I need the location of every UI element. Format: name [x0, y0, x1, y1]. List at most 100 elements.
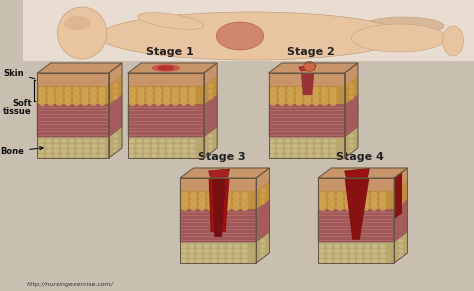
- Ellipse shape: [323, 145, 328, 148]
- Ellipse shape: [316, 139, 320, 143]
- Ellipse shape: [197, 249, 201, 253]
- Ellipse shape: [62, 155, 66, 157]
- Circle shape: [320, 198, 326, 205]
- Ellipse shape: [365, 260, 370, 262]
- Polygon shape: [128, 86, 204, 104]
- Circle shape: [138, 100, 144, 105]
- Polygon shape: [345, 95, 358, 137]
- Polygon shape: [209, 169, 229, 178]
- Ellipse shape: [100, 145, 104, 148]
- Circle shape: [371, 205, 377, 210]
- Ellipse shape: [39, 155, 44, 157]
- Polygon shape: [394, 232, 408, 263]
- Polygon shape: [394, 168, 408, 191]
- Ellipse shape: [204, 244, 209, 248]
- Circle shape: [380, 198, 385, 205]
- Polygon shape: [128, 137, 204, 158]
- Circle shape: [271, 88, 276, 93]
- Polygon shape: [394, 181, 408, 210]
- Circle shape: [242, 205, 247, 210]
- Ellipse shape: [39, 139, 44, 143]
- Ellipse shape: [113, 140, 117, 142]
- Ellipse shape: [335, 260, 339, 262]
- Circle shape: [242, 192, 247, 198]
- Circle shape: [65, 100, 71, 105]
- Circle shape: [305, 88, 310, 93]
- Circle shape: [363, 192, 368, 198]
- Ellipse shape: [152, 139, 157, 143]
- Circle shape: [91, 100, 96, 105]
- Ellipse shape: [69, 150, 74, 152]
- Ellipse shape: [278, 139, 283, 143]
- Circle shape: [56, 88, 62, 93]
- Ellipse shape: [285, 150, 290, 152]
- Polygon shape: [394, 199, 408, 242]
- Circle shape: [57, 7, 107, 59]
- Ellipse shape: [190, 155, 195, 157]
- Text: Stage 4: Stage 4: [336, 152, 384, 162]
- Polygon shape: [37, 104, 109, 137]
- Ellipse shape: [145, 155, 149, 157]
- Circle shape: [182, 205, 188, 210]
- Circle shape: [349, 95, 353, 100]
- Ellipse shape: [39, 150, 44, 152]
- Ellipse shape: [270, 139, 275, 143]
- Circle shape: [305, 100, 310, 105]
- Ellipse shape: [145, 150, 149, 152]
- Ellipse shape: [342, 249, 347, 253]
- Circle shape: [73, 100, 79, 105]
- Ellipse shape: [69, 145, 74, 148]
- Ellipse shape: [350, 255, 355, 258]
- Polygon shape: [256, 168, 270, 191]
- Ellipse shape: [327, 255, 332, 258]
- Polygon shape: [318, 210, 394, 242]
- Ellipse shape: [342, 255, 347, 258]
- Circle shape: [328, 198, 334, 205]
- Ellipse shape: [349, 145, 353, 147]
- Circle shape: [322, 100, 328, 105]
- Circle shape: [99, 100, 105, 105]
- Polygon shape: [256, 181, 270, 210]
- Ellipse shape: [77, 155, 82, 157]
- Circle shape: [82, 100, 88, 105]
- Ellipse shape: [84, 150, 89, 152]
- Circle shape: [99, 88, 105, 93]
- Circle shape: [330, 100, 336, 105]
- Polygon shape: [37, 86, 109, 104]
- Ellipse shape: [301, 155, 305, 157]
- Polygon shape: [269, 63, 358, 73]
- Ellipse shape: [219, 249, 224, 253]
- Circle shape: [380, 205, 385, 210]
- Circle shape: [330, 88, 336, 93]
- Ellipse shape: [92, 155, 97, 157]
- Circle shape: [82, 93, 88, 100]
- Text: Bone: Bone: [0, 147, 43, 156]
- Circle shape: [190, 93, 195, 100]
- Circle shape: [363, 205, 368, 210]
- Ellipse shape: [99, 12, 403, 60]
- Polygon shape: [269, 86, 345, 104]
- Circle shape: [39, 100, 45, 105]
- Ellipse shape: [319, 249, 324, 253]
- Ellipse shape: [182, 150, 187, 152]
- Circle shape: [39, 88, 45, 93]
- Circle shape: [354, 198, 360, 205]
- Polygon shape: [180, 210, 256, 242]
- Ellipse shape: [167, 145, 172, 148]
- Polygon shape: [318, 191, 394, 210]
- Circle shape: [363, 198, 368, 205]
- Ellipse shape: [182, 145, 187, 148]
- Ellipse shape: [54, 155, 59, 157]
- Polygon shape: [345, 127, 358, 158]
- Ellipse shape: [331, 150, 336, 152]
- Ellipse shape: [190, 145, 195, 148]
- Ellipse shape: [235, 244, 239, 248]
- Circle shape: [225, 192, 230, 198]
- Ellipse shape: [175, 155, 180, 157]
- Polygon shape: [180, 178, 256, 191]
- Circle shape: [48, 93, 54, 100]
- Ellipse shape: [316, 155, 320, 157]
- Polygon shape: [204, 76, 217, 104]
- Ellipse shape: [278, 145, 283, 148]
- Circle shape: [181, 93, 187, 100]
